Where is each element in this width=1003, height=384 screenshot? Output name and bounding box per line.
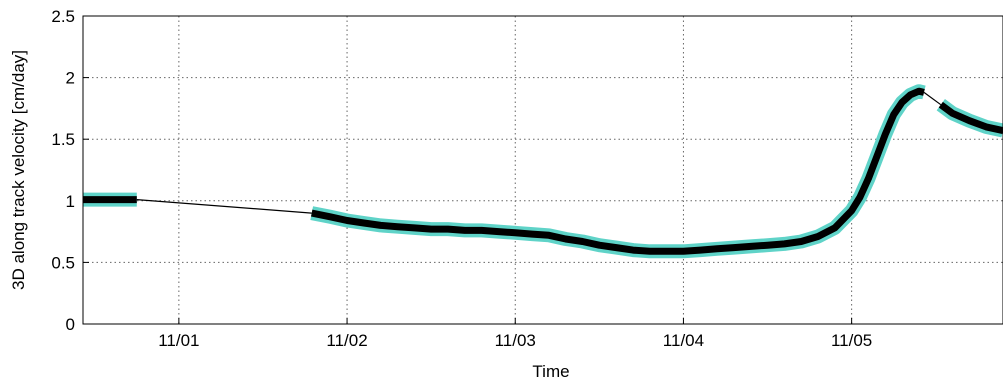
grid-lines — [83, 16, 1003, 324]
x-tick-label: 11/01 — [158, 331, 199, 350]
x-axis: 11/01 11/02 11/03 11/04 11/05 — [158, 318, 872, 350]
connector-line — [136, 199, 312, 214]
uncertainty-band — [83, 84, 1003, 259]
x-tick-label: 11/05 — [831, 331, 872, 350]
y-tick-label: 2 — [66, 69, 75, 88]
y-axis: 0 0.5 1 1.5 2 2.5 — [51, 7, 89, 334]
plot-area-frame — [82, 15, 1003, 325]
x-tick-label: 11/04 — [663, 331, 704, 350]
x-tick-label: 11/02 — [326, 331, 367, 350]
velocity-line-segment — [311, 87, 925, 255]
x-axis-label: Time — [532, 362, 569, 381]
y-tick-label: 1 — [66, 192, 75, 211]
connector-line — [923, 91, 942, 106]
y-tick-label: 2.5 — [51, 7, 75, 26]
velocity-series — [83, 87, 1003, 255]
y-tick-label: 0 — [66, 315, 75, 334]
velocity-line-segment — [938, 101, 1003, 135]
y-tick-label: 1.5 — [51, 130, 75, 149]
y-axis-label: 3D along track velocity [cm/day] — [9, 50, 28, 290]
y-tick-label: 0.5 — [51, 253, 75, 272]
x-tick-label: 11/03 — [495, 331, 536, 350]
